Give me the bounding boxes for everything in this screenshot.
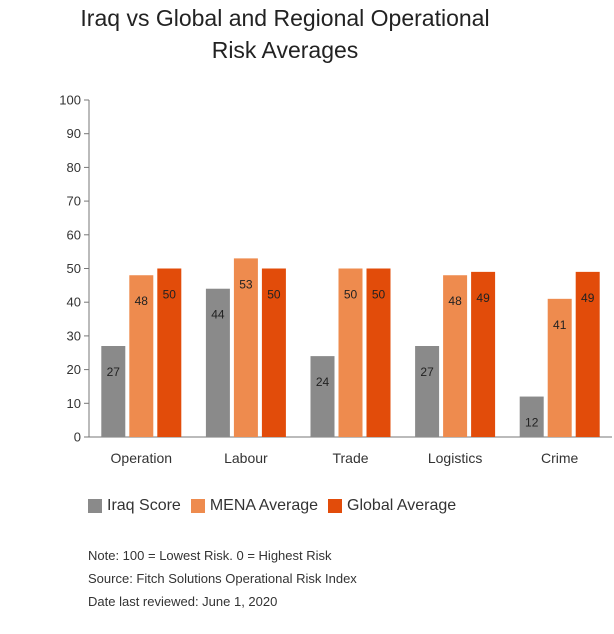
note-source: Source: Fitch Solutions Operational Risk…: [88, 571, 357, 586]
y-tick-label: 30: [67, 328, 81, 343]
data-label-mena-average: 48: [448, 294, 462, 308]
legend-label-global-average: Global Average: [347, 497, 457, 514]
y-tick-label: 40: [67, 295, 81, 310]
data-label-global-average: 49: [476, 291, 490, 305]
legend-swatch-mena-average: [190, 499, 205, 513]
y-tick-label: 0: [74, 430, 81, 445]
y-tick-label: 20: [67, 362, 81, 377]
data-label-iraq-score: 12: [525, 416, 539, 430]
bar-iraq-score: [415, 346, 440, 437]
legend-item-mena-average: MENA Average: [190, 497, 319, 515]
y-tick-label: 50: [67, 261, 81, 276]
chart-title-line-2: Risk Averages: [211, 37, 359, 63]
bar-mena-average: [129, 275, 154, 437]
note-date-reviewed: Date last reviewed: June 1, 2020: [88, 594, 278, 609]
legend-label-mena-average: MENA Average: [209, 497, 319, 514]
bar-global-average: [157, 268, 182, 437]
data-label-global-average: 50: [163, 288, 177, 302]
x-tick-label: Trade: [332, 450, 368, 466]
legend-item-iraq-score: Iraq Score: [88, 497, 181, 515]
legend-swatch-iraq-score: [88, 499, 102, 513]
data-label-mena-average: 48: [135, 294, 149, 308]
legend-swatch-global-average: [328, 499, 343, 513]
x-tick-label: Crime: [541, 450, 579, 466]
bar-mena-average: [338, 268, 363, 437]
bar-iraq-score: [310, 356, 335, 437]
bar-iraq-score: [101, 346, 126, 437]
bar-mena-average: [233, 258, 258, 437]
x-tick-label: Logistics: [428, 450, 482, 466]
bar-global-average: [366, 268, 391, 437]
y-tick-label: 100: [59, 93, 81, 108]
y-tick-label: 90: [67, 126, 81, 141]
y-tick-label: 80: [67, 160, 81, 175]
note-risk-scale: Note: 100 = Lowest Risk. 0 = Highest Ris…: [88, 548, 332, 563]
y-tick-label: 60: [67, 227, 81, 242]
data-label-mena-average: 50: [344, 288, 358, 302]
data-label-mena-average: 53: [239, 277, 253, 291]
data-label-iraq-score: 44: [211, 308, 225, 322]
data-label-global-average: 50: [267, 288, 281, 302]
x-tick-label: Labour: [224, 450, 268, 466]
bar-iraq-score: [205, 288, 230, 437]
y-tick-label: 70: [67, 194, 81, 209]
legend-item-global-average: Global Average: [328, 497, 456, 515]
bar-mena-average: [547, 298, 572, 437]
chart-title: Iraq vs Global and Regional Operational …: [0, 2, 570, 66]
bar-mena-average: [443, 275, 468, 437]
bar-global-average: [575, 271, 600, 437]
data-label-global-average: 49: [581, 291, 595, 305]
bar-global-average: [471, 271, 496, 437]
legend-label-iraq-score: Iraq Score: [107, 497, 181, 514]
data-label-mena-average: 41: [553, 318, 567, 332]
data-label-iraq-score: 24: [316, 375, 330, 389]
bar-chart: 0 10 20 30 40 50 60 70 80 90 100 27 48 50 Operation 44 5…: [59, 93, 612, 466]
chart-legend: Iraq Score MENA Average Global Average: [88, 497, 466, 515]
y-tick-label: 10: [67, 396, 81, 411]
data-label-iraq-score: 27: [420, 365, 434, 379]
chart-title-line-1: Iraq vs Global and Regional Operational: [80, 5, 490, 31]
chart-notes: Note: 100 = Lowest Risk. 0 = Highest Ris…: [88, 544, 357, 613]
x-tick-label: Operation: [111, 450, 172, 466]
data-label-iraq-score: 27: [107, 365, 121, 379]
data-label-global-average: 50: [372, 288, 386, 302]
bar-iraq-score: [519, 396, 544, 437]
bar-global-average: [261, 268, 286, 437]
